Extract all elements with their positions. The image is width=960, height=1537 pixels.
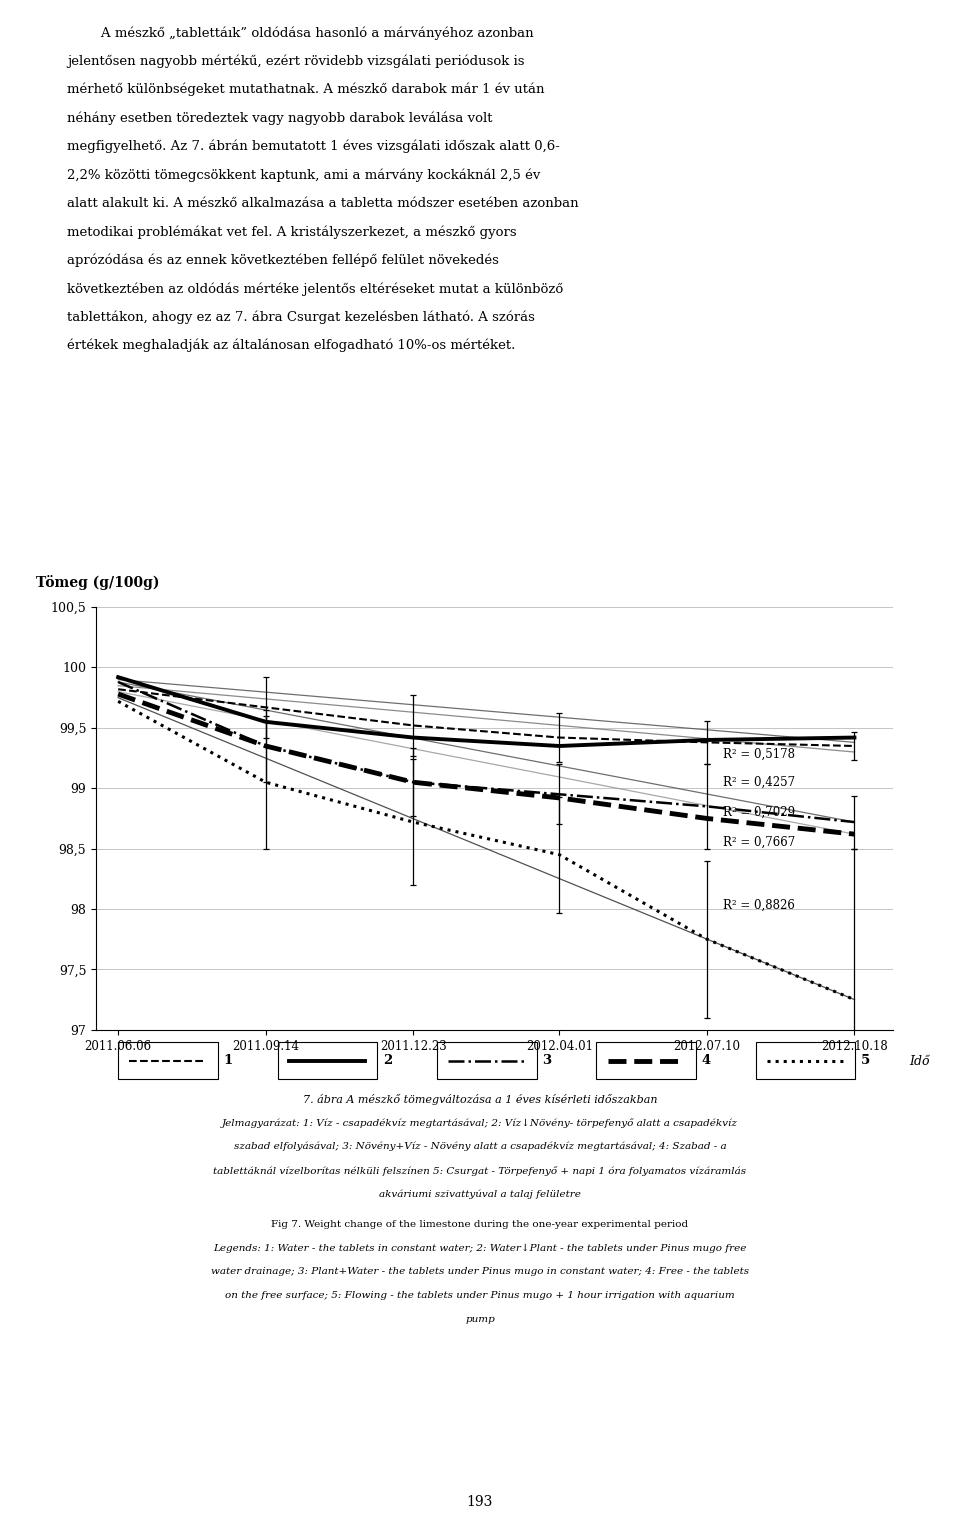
Text: R² = 0,8826: R² = 0,8826 bbox=[723, 899, 795, 911]
Text: 7. ábra A mészkő tömegváltozása a 1 éves kísérleti időszakban: 7. ábra A mészkő tömegváltozása a 1 éves… bbox=[302, 1094, 658, 1105]
Text: A mészkő „tablettáık” oldódása hasonló a márványéhoz azonban: A mészkő „tablettáık” oldódása hasonló a… bbox=[67, 26, 534, 40]
Text: R² = 0,7667: R² = 0,7667 bbox=[723, 836, 796, 848]
Text: 2: 2 bbox=[383, 1054, 392, 1067]
Text: tablettákon, ahogy ez az 7. ábra Csurgat kezelésben látható. A szórás: tablettákon, ahogy ez az 7. ábra Csurgat… bbox=[67, 310, 535, 324]
Text: metodikai problémákat vet fel. A kristályszerkezet, a mészkő gyors: metodikai problémákat vet fel. A kristál… bbox=[67, 224, 516, 238]
Text: Legends: 1: Water - the tablets in constant water; 2: Water↓Plant - the tablets : Legends: 1: Water - the tablets in const… bbox=[213, 1243, 747, 1253]
Text: Jelmagyarázat: 1: Víz - csapadékvíz megtartásával; 2: Víz↓Növény- törpefenyő ala: Jelmagyarázat: 1: Víz - csapadékvíz megt… bbox=[222, 1119, 738, 1128]
Text: 4: 4 bbox=[702, 1054, 710, 1067]
Text: on the free surface; 5: Flowing - the tablets under Pinus mugo + 1 hour irrigati: on the free surface; 5: Flowing - the ta… bbox=[226, 1291, 734, 1300]
Text: R² = 0,5178: R² = 0,5178 bbox=[723, 749, 795, 761]
Text: water drainage; 3: Plant+Water - the tablets under Pinus mugo in constant water;: water drainage; 3: Plant+Water - the tab… bbox=[211, 1268, 749, 1276]
Text: Fig 7. Weight change of the limestone during the one-year experimental period: Fig 7. Weight change of the limestone du… bbox=[272, 1220, 688, 1228]
Text: pump: pump bbox=[466, 1316, 494, 1323]
Text: megfigyelhető. Az 7. ábrán bemutatott 1 éves vizsgálati időszak alatt 0,6-: megfigyelhető. Az 7. ábrán bemutatott 1 … bbox=[67, 140, 560, 154]
Text: értékek meghaladják az általánosan elfogadható 10%-os mértéket.: értékek meghaladják az általánosan elfog… bbox=[67, 338, 516, 352]
Text: R² = 0,7029: R² = 0,7029 bbox=[723, 805, 795, 819]
Text: 193: 193 bbox=[467, 1496, 493, 1509]
Text: 5: 5 bbox=[861, 1054, 870, 1067]
Text: jelentősen nagyobb mértékű, ezért rövidebb vizsgálati periódusok is: jelentősen nagyobb mértékű, ezért rövide… bbox=[67, 54, 525, 68]
Text: 1: 1 bbox=[224, 1054, 232, 1067]
Text: alatt alakult ki. A mészkő alkalmazása a tabletta módszer esetében azonban: alatt alakult ki. A mészkő alkalmazása a… bbox=[67, 197, 579, 209]
Text: mérhető különbségeket mutathatnak. A mészkő darabok már 1 év után: mérhető különbségeket mutathatnak. A més… bbox=[67, 83, 544, 97]
Text: Tömeg (g/100g): Tömeg (g/100g) bbox=[36, 575, 159, 590]
Text: R² = 0,4257: R² = 0,4257 bbox=[723, 776, 795, 788]
Text: Idő: Idő bbox=[909, 1054, 929, 1068]
Text: néhány esetben töredeztek vagy nagyobb darabok leválása volt: néhány esetben töredeztek vagy nagyobb d… bbox=[67, 111, 492, 124]
Text: akváriumi szivattyúval a talaj felületre: akváriumi szivattyúval a talaj felületre bbox=[379, 1190, 581, 1199]
Text: szabad elfolyásával; 3: Növény+Víz - Növény alatt a csapadékvíz megtartásával; 4: szabad elfolyásával; 3: Növény+Víz - Növ… bbox=[233, 1142, 727, 1151]
Text: tablettáknál vízelborítas nélküli felszínen 5: Csurgat - Törpefenyő + napi 1 óra: tablettáknál vízelborítas nélküli felszí… bbox=[213, 1167, 747, 1176]
Text: 2,2% közötti tömegcsökkent kaptunk, ami a márvány kockáknál 2,5 év: 2,2% közötti tömegcsökkent kaptunk, ami … bbox=[67, 168, 540, 181]
Text: következtében az oldódás mértéke jelentős eltéréseket mutat a különböző: következtében az oldódás mértéke jelentő… bbox=[67, 281, 564, 295]
Text: 3: 3 bbox=[542, 1054, 551, 1067]
Text: aprózódása és az ennek következtében fellépő felület növekedés: aprózódása és az ennek következtében fel… bbox=[67, 254, 499, 267]
